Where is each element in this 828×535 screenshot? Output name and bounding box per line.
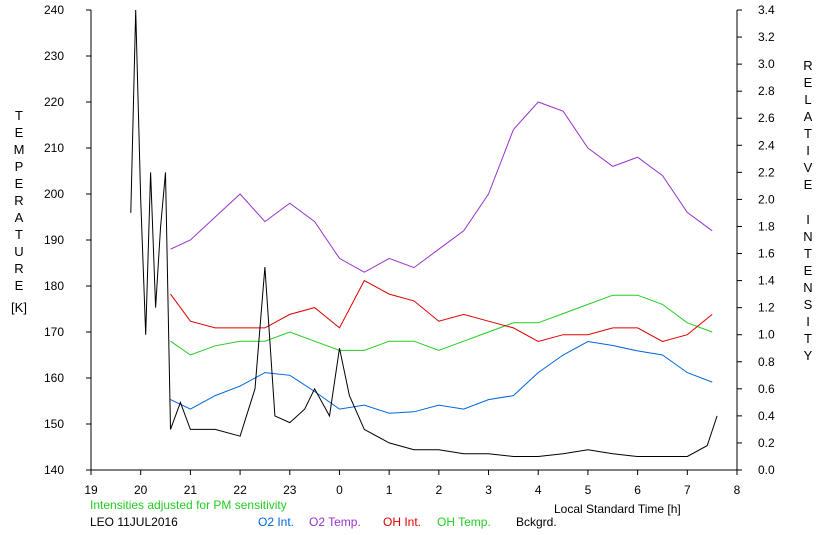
- x-tick-label: 23: [283, 483, 297, 497]
- left-tick-label: 200: [44, 187, 64, 201]
- right-axis-label-char: I: [806, 212, 810, 227]
- series-oh-int-line: [170, 279, 713, 343]
- right-axis-label-char: A: [804, 109, 813, 124]
- right-tick-label: 0.6: [758, 382, 775, 396]
- legend-bckgrd: Bckgrd.: [516, 515, 557, 529]
- left-tick-label: 140: [44, 463, 64, 477]
- right-axis-label-char: T: [804, 331, 812, 346]
- left-tick-label: 240: [44, 3, 64, 17]
- x-axis-title: Local Standard Time [h]: [554, 502, 681, 516]
- right-tick-label: 3.2: [758, 30, 775, 44]
- series-o2-temp-line: [170, 101, 713, 273]
- legend-oh-temp: OH Temp.: [437, 515, 491, 529]
- x-tick-label: 21: [184, 483, 198, 497]
- right-tick-label: 1.0: [758, 328, 775, 342]
- right-axis: 0.0 0.2 0.4 0.6 0.8 1.0 1.2 1.4 1.6 1.8 2.0 2.2 2.4 2…: [737, 3, 775, 477]
- left-axis-label-char: U: [14, 244, 23, 259]
- right-axis-label-char: V: [804, 160, 813, 175]
- station-date-label: LEO 11JUL2016: [90, 515, 178, 529]
- x-tick-label: 20: [134, 483, 148, 497]
- x-tick-label: 22: [233, 483, 247, 497]
- right-axis-label-char: S: [804, 297, 813, 312]
- right-tick-label: 3.0: [758, 57, 775, 71]
- left-axis-label-char: A: [15, 210, 24, 225]
- x-tick-label: 4: [535, 483, 542, 497]
- left-axis-label-char: R: [14, 261, 23, 276]
- x-tick-label: 2: [436, 483, 443, 497]
- left-tick-label: 210: [44, 141, 64, 155]
- left-axis-label-char: E: [15, 278, 24, 293]
- left-axis-label-char: E: [15, 176, 24, 191]
- left-tick-label: 180: [44, 279, 64, 293]
- right-tick-label: 2.8: [758, 84, 775, 98]
- right-axis-label-char: E: [804, 263, 813, 278]
- left-axis-label-char: M: [14, 142, 25, 157]
- right-axis-label-char: T: [804, 126, 812, 141]
- right-tick-label: 0.0: [758, 463, 775, 477]
- right-axis-label-char: T: [804, 246, 812, 261]
- right-axis-label-char: I: [806, 143, 810, 158]
- right-tick-label: 0.4: [758, 409, 775, 423]
- series-bckgrd-line: [130, 9, 718, 457]
- right-tick-label: 2.2: [758, 165, 775, 179]
- series-o2-int-line: [170, 340, 713, 414]
- x-tick-label: 19: [84, 483, 98, 497]
- legend-oh-int: OH Int.: [383, 515, 422, 529]
- x-tick-label: 7: [684, 483, 691, 497]
- right-axis-label-char: N: [803, 280, 812, 295]
- series-oh-temp-line: [170, 294, 713, 356]
- left-axis: 140 150 160 170 180 190 200 210 220 230 240: [44, 3, 91, 477]
- adjustment-note: Intensities adjusted for PM sensitivity: [90, 498, 287, 512]
- right-tick-label: 2.6: [758, 111, 775, 125]
- left-tick-label: 230: [44, 49, 64, 63]
- right-axis-label-char: E: [804, 177, 813, 192]
- left-tick-label: 160: [44, 371, 64, 385]
- right-axis-label-char: L: [804, 92, 811, 107]
- x-tick-label: 1: [386, 483, 393, 497]
- right-tick-label: 2.4: [758, 138, 775, 152]
- left-tick-label: 220: [44, 95, 64, 109]
- right-tick-label: 1.4: [758, 274, 775, 288]
- right-tick-label: 0.8: [758, 355, 775, 369]
- legend-o2-temp: O2 Temp.: [309, 515, 361, 529]
- x-tick-label: 6: [634, 483, 641, 497]
- x-tick-label: 3: [485, 483, 492, 497]
- right-axis-label-char: Y: [804, 348, 813, 363]
- left-axis-label-char: T: [15, 108, 23, 123]
- right-axis-label-char: E: [804, 75, 813, 90]
- left-axis-label-char: T: [15, 227, 23, 242]
- right-tick-label: 2.0: [758, 192, 775, 206]
- right-tick-label: 1.8: [758, 219, 775, 233]
- right-tick-label: 3.4: [758, 3, 775, 17]
- right-axis-label-char: N: [803, 229, 812, 244]
- left-axis-label-char: R: [14, 193, 23, 208]
- x-tick-label: 8: [734, 483, 741, 497]
- left-axis-label-char: P: [15, 159, 24, 174]
- x-tick-label: 5: [585, 483, 592, 497]
- right-axis-label-char: R: [803, 58, 812, 73]
- left-tick-label: 190: [44, 233, 64, 247]
- right-tick-label: 0.2: [758, 436, 775, 450]
- x-tick-label: 0: [336, 483, 343, 497]
- plot-frame: [90, 10, 738, 471]
- legend-o2-int: O2 Int.: [258, 515, 295, 529]
- x-axis: 19 20 21 22 23 0 1 2 3 4 5 6 7 8: [84, 470, 741, 497]
- right-axis-label-char: I: [806, 314, 810, 329]
- left-tick-label: 170: [44, 325, 64, 339]
- left-axis-unit: [K]: [11, 300, 27, 315]
- left-axis-label-char: E: [15, 125, 24, 140]
- series-layer: [130, 9, 718, 457]
- left-tick-label: 150: [44, 417, 64, 431]
- right-tick-label: 1.2: [758, 301, 775, 315]
- right-tick-label: 1.6: [758, 247, 775, 261]
